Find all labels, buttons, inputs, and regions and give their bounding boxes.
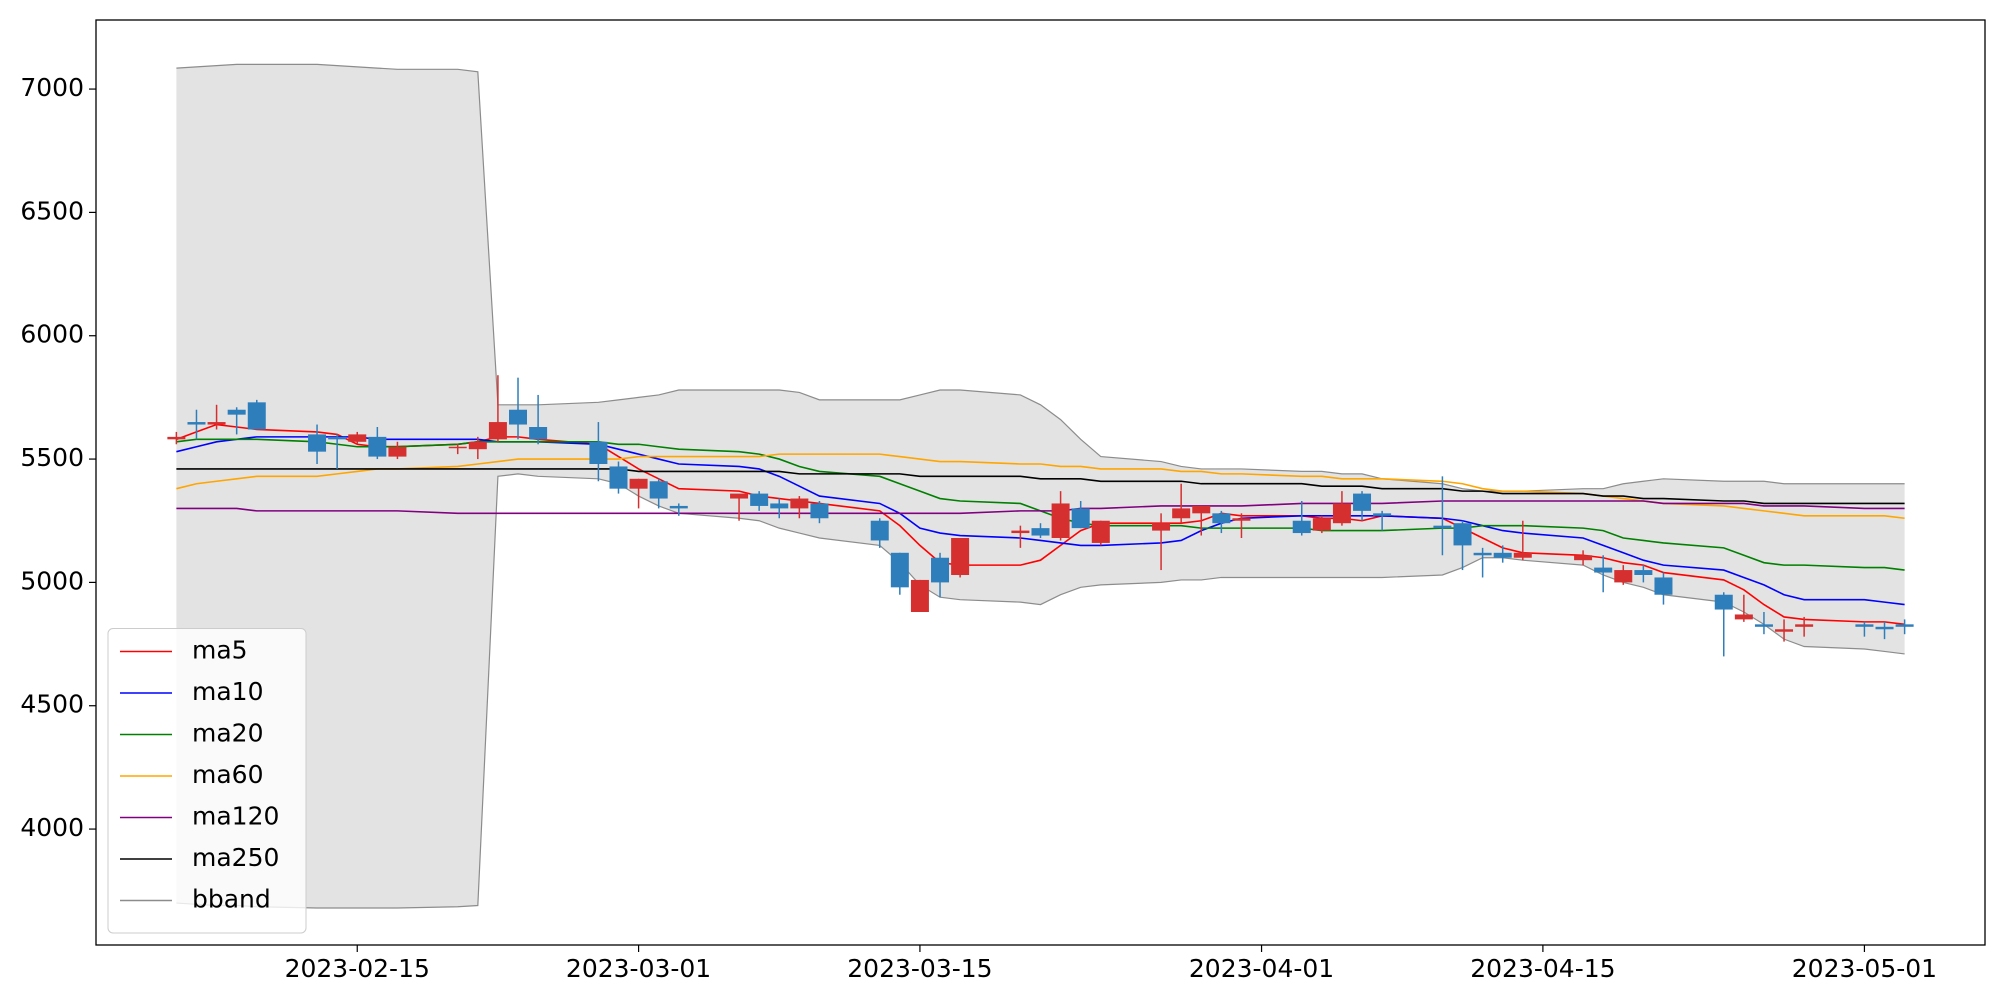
candle-body xyxy=(1192,505,1211,514)
candle-body xyxy=(951,538,970,575)
band-fill xyxy=(176,64,1905,908)
candle-body xyxy=(1051,503,1070,538)
legend-label: ma20 xyxy=(192,719,263,748)
ma-line xyxy=(176,453,1905,520)
candle-body xyxy=(308,434,327,452)
candle-body xyxy=(468,441,487,450)
x-tick-label: 2023-03-15 xyxy=(847,954,992,983)
candle-body xyxy=(529,427,548,440)
ma-line xyxy=(176,468,1905,505)
legend-label: ma250 xyxy=(192,843,279,872)
candle-body xyxy=(227,409,246,415)
candle-body xyxy=(1031,528,1050,536)
x-tick-label: 2023-04-15 xyxy=(1470,954,1615,983)
candle-body xyxy=(1614,570,1633,583)
candle-body xyxy=(1212,513,1231,524)
candle-body xyxy=(1232,518,1251,521)
y-tick-label: 7000 xyxy=(20,73,84,102)
ma-line xyxy=(176,436,1905,606)
candle-body xyxy=(589,441,608,464)
candle-body xyxy=(328,436,347,440)
candle-body xyxy=(629,478,648,489)
candle-body xyxy=(669,505,688,509)
y-tick-label: 4000 xyxy=(20,813,84,842)
candle-body xyxy=(730,493,749,499)
x-tick-label: 2023-05-01 xyxy=(1792,954,1937,983)
legend-label: bband xyxy=(192,885,271,914)
ma-line xyxy=(176,500,1905,515)
candle-body xyxy=(931,557,950,583)
candle-body xyxy=(1312,518,1331,531)
plot-frame xyxy=(95,19,1986,946)
x-tick-label: 2023-02-15 xyxy=(285,954,430,983)
candle-body xyxy=(1754,624,1773,627)
candle-body xyxy=(1775,629,1794,632)
candle-body xyxy=(1634,570,1653,575)
candle-body xyxy=(1433,525,1452,529)
legend-box xyxy=(107,628,307,934)
candle-body xyxy=(1875,626,1894,630)
candle-body xyxy=(1353,493,1372,511)
candle-body xyxy=(1493,552,1512,558)
candle-body xyxy=(1292,520,1311,534)
legend-label: ma120 xyxy=(192,802,279,831)
candle-body xyxy=(790,498,809,509)
candle-body xyxy=(890,552,909,588)
candle-body xyxy=(870,520,889,541)
candle-body xyxy=(488,422,507,440)
candle-body xyxy=(1152,523,1171,531)
candle-body xyxy=(509,409,528,425)
y-tick-label: 4500 xyxy=(20,690,84,719)
band-edge xyxy=(176,63,1905,492)
candle-body xyxy=(1091,520,1110,543)
candle-body xyxy=(1513,552,1532,558)
candle-body xyxy=(1172,508,1191,519)
legend-label: ma5 xyxy=(192,636,248,665)
legend-label: ma60 xyxy=(192,760,263,789)
candle-body xyxy=(1734,614,1753,620)
y-tick-label: 5000 xyxy=(20,566,84,595)
candle-body xyxy=(609,466,628,489)
candle-body xyxy=(167,436,186,440)
candle-body xyxy=(187,422,206,425)
y-tick-label: 6500 xyxy=(20,196,84,225)
candle-body xyxy=(348,434,367,442)
candle-body xyxy=(368,436,387,457)
candle-body xyxy=(207,422,226,425)
candle-body xyxy=(1332,503,1351,524)
candle-body xyxy=(770,503,789,509)
candle-body xyxy=(448,446,467,449)
plot-area xyxy=(167,63,1914,909)
y-tick-label: 6000 xyxy=(20,320,84,349)
candle-body xyxy=(1453,523,1472,546)
candle-body xyxy=(649,481,668,499)
y-tick-label: 5500 xyxy=(20,443,84,472)
x-tick-label: 2023-03-01 xyxy=(566,954,711,983)
candle-body xyxy=(247,402,266,430)
candle-body xyxy=(1895,624,1914,627)
candle-body xyxy=(1574,555,1593,561)
candle-body xyxy=(810,503,829,519)
legend-label: ma10 xyxy=(192,677,263,706)
candle-body xyxy=(1654,577,1673,595)
candle-body xyxy=(1071,508,1090,529)
candle-body xyxy=(1473,552,1492,556)
x-tick-label: 2023-04-01 xyxy=(1189,954,1334,983)
candle-body xyxy=(910,579,929,612)
candle-body xyxy=(1855,624,1874,627)
candle-body xyxy=(1011,530,1030,534)
candle-body xyxy=(750,493,769,506)
candle-body xyxy=(1714,594,1733,610)
candle-body xyxy=(1795,624,1814,627)
candle-body xyxy=(1594,567,1613,573)
candle-body xyxy=(388,446,407,457)
candle-body xyxy=(1373,513,1392,516)
